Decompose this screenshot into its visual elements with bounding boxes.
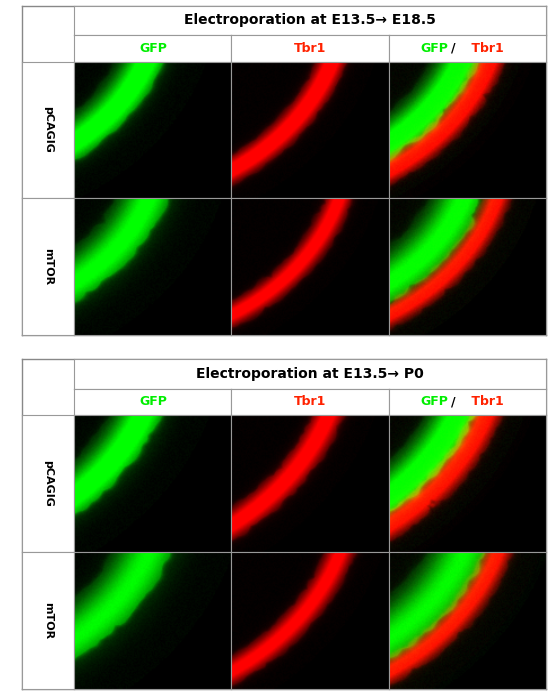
- Text: Tbr1: Tbr1: [294, 395, 326, 408]
- Text: pCAGIG: pCAGIG: [43, 460, 53, 507]
- Text: /: /: [452, 42, 456, 55]
- Text: GFP: GFP: [139, 395, 167, 408]
- Text: Tbr1: Tbr1: [294, 42, 326, 55]
- Text: /: /: [452, 395, 456, 408]
- Text: mTOR: mTOR: [43, 601, 53, 639]
- Text: mTOR: mTOR: [43, 248, 53, 285]
- Text: Electroporation at E13.5→ E18.5: Electroporation at E13.5→ E18.5: [184, 13, 436, 28]
- Text: pCAGIG: pCAGIG: [43, 107, 53, 154]
- Text: GFP: GFP: [420, 395, 448, 408]
- Text: GFP: GFP: [420, 42, 448, 55]
- Text: Tbr1: Tbr1: [467, 395, 504, 408]
- Text: Electroporation at E13.5→ P0: Electroporation at E13.5→ P0: [196, 367, 424, 381]
- Text: GFP: GFP: [139, 42, 167, 55]
- Text: Tbr1: Tbr1: [467, 42, 504, 55]
